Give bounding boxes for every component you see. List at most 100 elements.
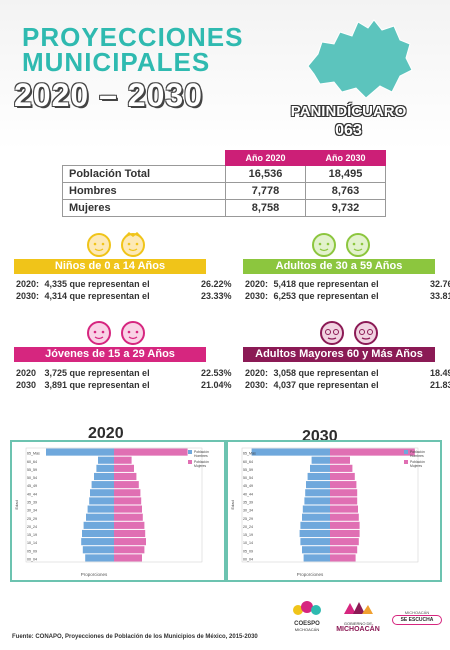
bar-female	[330, 448, 415, 456]
legend-label: Hombres	[410, 454, 424, 458]
stat-year: 2020:	[245, 279, 269, 289]
cell-value: 18,495	[305, 165, 386, 183]
bar-male	[299, 529, 330, 538]
bar-male	[82, 546, 114, 554]
tick-label: 55_59	[243, 468, 253, 472]
stat-pct: 21.04%	[201, 380, 232, 390]
tick-label: 55_59	[27, 468, 37, 472]
stat-pct: 23.33%	[201, 291, 232, 301]
col-2030: Año 2030	[305, 150, 386, 166]
bar-male	[90, 489, 114, 497]
x-axis-label: Proporciones	[297, 572, 324, 577]
tick-label: 00_04	[27, 558, 37, 562]
bar-male	[94, 472, 114, 481]
bar-female	[330, 456, 350, 464]
stat-text: 3,891 que representan el	[44, 380, 150, 390]
bar-male	[300, 538, 330, 546]
bar-female	[114, 505, 142, 513]
stat-row: 2030: 4,314 que representan el 23.33%	[16, 291, 232, 301]
tick-label: 60_64	[27, 460, 37, 464]
michoacan-gov-logo: GOBIERNO DE MICHOACÁN	[332, 600, 384, 633]
municipality-code: 063	[335, 122, 362, 139]
bar-female	[114, 448, 188, 456]
stat-pct: 32.76%	[430, 279, 450, 289]
bar-female	[330, 521, 360, 529]
cell-value: 8,763	[305, 182, 386, 200]
tick-label: 05_09	[243, 549, 253, 553]
pyramid-chart-2020: 00_04 05_09 10_14 15_19 20_24 25_29 30_34 35_39…	[10, 440, 226, 582]
tick-label: 65_Más	[243, 452, 256, 456]
bar-male	[302, 513, 330, 521]
stat-text: 6,253 que representan el	[273, 291, 379, 301]
bar-male	[300, 521, 330, 529]
plot-frame	[25, 447, 203, 563]
bar-female	[330, 497, 358, 505]
bar-male	[304, 497, 330, 505]
legend-label: Población	[410, 450, 425, 454]
bar-female	[330, 472, 355, 481]
stat-row: 2020: 4,335 que representan el 26.22%	[16, 279, 232, 289]
group-band-seniors: Adultos Mayores 60 y Más Años	[243, 347, 435, 362]
stat-row: 2030: 6,253 que representan el 33.81%	[245, 291, 450, 301]
bar-female	[114, 497, 142, 505]
row-label: Mujeres	[62, 199, 226, 217]
tick-label: 60_64	[243, 460, 253, 464]
tick-label: 05_09	[27, 549, 37, 553]
table-row: Población Total 16,536 18,495	[62, 165, 386, 183]
legend-label: Hombres	[194, 454, 208, 458]
stat-text: 4,037 que representan el	[273, 380, 379, 390]
bar-male	[251, 448, 330, 456]
tick-label: 10_14	[243, 541, 253, 545]
stat-year: 2030:	[245, 380, 269, 390]
tick-label: 35_39	[27, 501, 37, 505]
legend-label: Población	[410, 460, 425, 464]
legend-label: Mujeres	[410, 464, 422, 468]
cell-value: 9,732	[305, 199, 386, 217]
table-row: Hombres 7,778 8,763	[62, 182, 386, 200]
stat-row: 2020: 3,058 que representan el 18.49%	[245, 368, 450, 378]
adults-faces-icon	[312, 233, 370, 257]
bar-female	[114, 554, 142, 562]
gov-label: MICHOACÁN	[336, 626, 380, 633]
title-line-2: MUNICIPALES	[22, 47, 211, 77]
bar-male	[46, 448, 114, 456]
michoacan-logo-icon	[344, 602, 373, 614]
stat-row: 2030 3,891 que representan el 21.04%	[16, 380, 232, 390]
group-band-adults: Adultos de 30 a 59 Años	[243, 259, 435, 274]
coespo-logo-icon	[293, 601, 321, 615]
col-2020: Año 2020	[225, 150, 306, 166]
plot-frame	[241, 447, 419, 563]
source-note: Fuente: CONAPO, Proyecciones de Població…	[12, 634, 258, 640]
bar-female	[114, 472, 137, 481]
tick-label: 25_29	[27, 517, 37, 521]
stat-text: 5,418 que representan el	[273, 279, 379, 289]
legend-swatch	[188, 460, 192, 464]
x-axis-label: Proporciones	[81, 572, 108, 577]
bar-male	[98, 456, 114, 464]
row-label: Población Total	[62, 165, 226, 183]
tick-label: 15_19	[243, 533, 253, 537]
stat-text: 4,335 que representan el	[44, 279, 150, 289]
bar-female	[330, 505, 358, 513]
pyramid-chart-2030: 00_04 05_09 10_14 15_19 20_24 25_29 30_34 35_39…	[226, 440, 442, 582]
escucha-top: MICHOACÁN	[404, 610, 430, 615]
stat-year: 2030:	[16, 291, 40, 301]
bar-male	[310, 464, 330, 472]
bar-male	[305, 489, 330, 497]
group-band-children: Niños de 0 a 14 Años	[14, 259, 206, 274]
bar-female	[114, 538, 146, 546]
stat-year: 2030	[16, 380, 37, 390]
cell-value: 8,758	[225, 199, 306, 217]
bar-female	[114, 481, 139, 489]
bar-female	[330, 529, 360, 538]
bar-male	[87, 505, 114, 513]
tick-label: 20_24	[243, 525, 253, 529]
tick-label: 45_49	[27, 484, 37, 488]
coespo-sub: MICHOACÁN	[294, 627, 320, 632]
se-escucha-logo: MICHOACÁN SE ESCUCHA	[392, 610, 442, 625]
bar-female	[330, 538, 359, 546]
y-axis-label: Edad	[230, 500, 235, 509]
chart-title-2020: 2020	[88, 425, 124, 442]
tick-label: 15_19	[27, 533, 37, 537]
bar-male	[85, 554, 114, 562]
